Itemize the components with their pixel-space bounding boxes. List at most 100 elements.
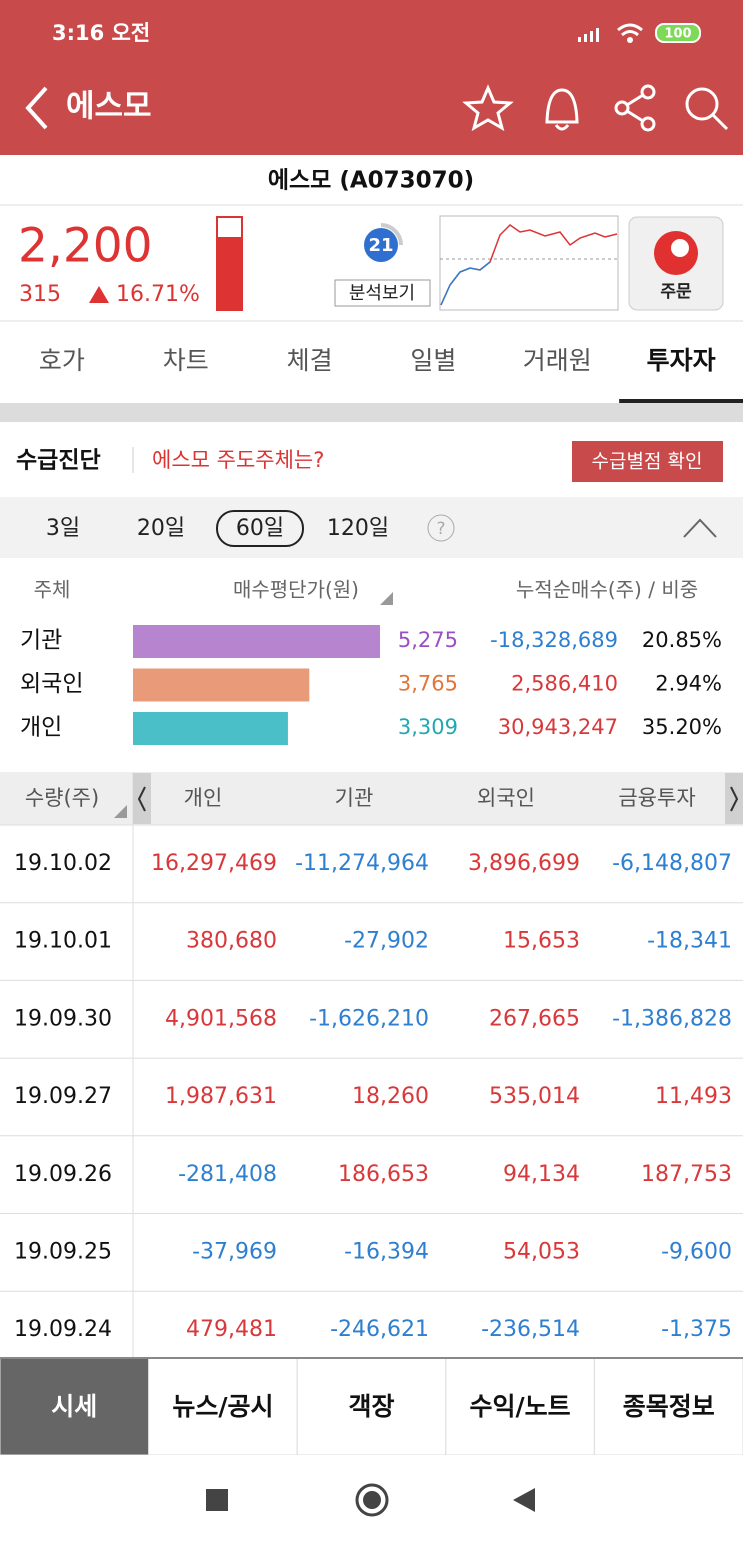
net-volume: 16,297,469 xyxy=(151,851,277,876)
stock-name: 에스모 (A073070) xyxy=(268,168,474,194)
help-icon[interactable] xyxy=(427,514,455,542)
net-volume: -281,408 xyxy=(178,1162,277,1187)
period[interactable]: 3일 xyxy=(46,516,80,541)
share: 35.20% xyxy=(642,715,722,739)
scroll-right[interactable] xyxy=(725,773,743,824)
order-label: 주문 xyxy=(660,282,692,302)
period[interactable]: 60일 xyxy=(236,516,284,541)
net-volume: 479,481 xyxy=(186,1317,277,1342)
scroll-left[interactable] xyxy=(133,773,151,824)
period[interactable]: 120일 xyxy=(327,516,389,541)
date: 19.10.02 xyxy=(14,851,112,876)
avg-price-bar xyxy=(133,625,380,658)
net-volume: 187,753 xyxy=(641,1162,732,1187)
net-volume: -37,969 xyxy=(192,1240,277,1265)
avg-price: 3,309 xyxy=(398,715,458,739)
nav-label: 뉴스/공시 xyxy=(172,1392,273,1421)
tab[interactable]: 투자자 xyxy=(647,346,716,375)
net-volume: 380,680 xyxy=(186,929,277,954)
score-badge[interactable] xyxy=(364,228,398,262)
table-header: 금융투자 xyxy=(618,786,695,810)
net-volume: 94,134 xyxy=(503,1162,580,1187)
share: 20.85% xyxy=(642,628,722,652)
sort-icon[interactable] xyxy=(114,805,127,818)
summary-header: 주체 xyxy=(34,578,71,602)
net-volume: 15,653 xyxy=(503,929,580,954)
arrow-right xyxy=(730,786,739,812)
table-header: 기관 xyxy=(335,786,374,810)
candle-body xyxy=(217,237,242,310)
nav-label: 수익/노트 xyxy=(470,1392,571,1421)
net-volume: -9,600 xyxy=(661,1240,732,1265)
avg-price-bar xyxy=(133,712,288,745)
share-button[interactable] xyxy=(614,84,656,132)
wifi-icon xyxy=(617,23,643,37)
tab[interactable]: 차트 xyxy=(163,346,209,375)
net-volume: -246,621 xyxy=(330,1317,429,1342)
analysis-button[interactable] xyxy=(334,279,431,307)
summary-header: 매수평단가(원) xyxy=(233,578,359,602)
gap-band xyxy=(0,403,743,422)
share: 2.94% xyxy=(655,672,722,696)
collapse-button[interactable] xyxy=(683,518,717,538)
favorite-button[interactable] xyxy=(462,84,514,132)
change: 315 xyxy=(19,282,61,307)
investor-name: 기관 xyxy=(20,628,62,654)
net-volume: 267,665 xyxy=(489,1006,580,1031)
tab[interactable]: 일별 xyxy=(410,346,456,375)
header-bg xyxy=(0,0,743,155)
avg-price-bar xyxy=(133,668,310,702)
nav-label: 시세 xyxy=(51,1392,97,1421)
date: 19.09.26 xyxy=(14,1162,112,1187)
net-volume: -1,626,210 xyxy=(309,1006,429,1031)
price: 2,200 xyxy=(18,219,153,274)
nav-label: 종목정보 xyxy=(623,1392,715,1421)
help-label: ? xyxy=(436,519,445,539)
period[interactable]: 20일 xyxy=(137,516,185,541)
net-volume: 535,014 xyxy=(489,1084,580,1109)
rating-button[interactable] xyxy=(572,441,723,482)
net-volume: 18,260 xyxy=(352,1084,429,1109)
mini-chart[interactable] xyxy=(439,215,619,311)
diagnosis-link[interactable]: 에스모 주도주체는? xyxy=(152,448,324,472)
score-ring xyxy=(380,223,403,246)
net-volume: -6,148,807 xyxy=(612,851,732,876)
nav-item[interactable] xyxy=(148,1357,298,1456)
date: 19.09.24 xyxy=(14,1317,112,1342)
recent-apps[interactable] xyxy=(206,1489,228,1511)
net-volume: -236,514 xyxy=(481,1317,580,1342)
summary-header: 누적순매수(주) / 비중 xyxy=(516,578,698,602)
app-title: 에스모 xyxy=(66,89,152,125)
back-system[interactable] xyxy=(513,1488,535,1512)
tab[interactable]: 거래원 xyxy=(523,346,592,375)
net-volume: -27,902 xyxy=(344,929,429,954)
avg-price: 5,275 xyxy=(398,628,458,652)
net-volume: 1,987,631 xyxy=(165,1084,277,1109)
back-button[interactable] xyxy=(25,86,48,130)
score: 21 xyxy=(368,235,393,256)
date: 19.09.30 xyxy=(14,1006,112,1031)
investor-name: 외국인 xyxy=(20,671,83,697)
net-volume: -11,274,964 xyxy=(295,851,429,876)
tab[interactable]: 체결 xyxy=(287,346,333,375)
table-header: 외국인 xyxy=(477,786,535,810)
home-button[interactable] xyxy=(355,1483,389,1517)
net-volume: -1,386,828 xyxy=(612,1006,732,1031)
sort-icon[interactable] xyxy=(380,592,393,605)
battery-icon xyxy=(655,23,701,43)
net-volume: -16,394 xyxy=(344,1240,429,1265)
date: 19.09.27 xyxy=(14,1084,112,1109)
wifi-dot xyxy=(627,37,633,43)
search-button[interactable] xyxy=(685,87,729,131)
tab[interactable]: 호가 xyxy=(39,346,85,375)
period-bg xyxy=(0,497,743,558)
alarm-button[interactable] xyxy=(545,88,579,131)
arrow-left xyxy=(137,786,146,812)
net-volume: 54,053 xyxy=(503,1240,580,1265)
status-time: 3:16 오전 xyxy=(52,21,150,45)
analysis-label: 분석보기 xyxy=(349,283,415,304)
